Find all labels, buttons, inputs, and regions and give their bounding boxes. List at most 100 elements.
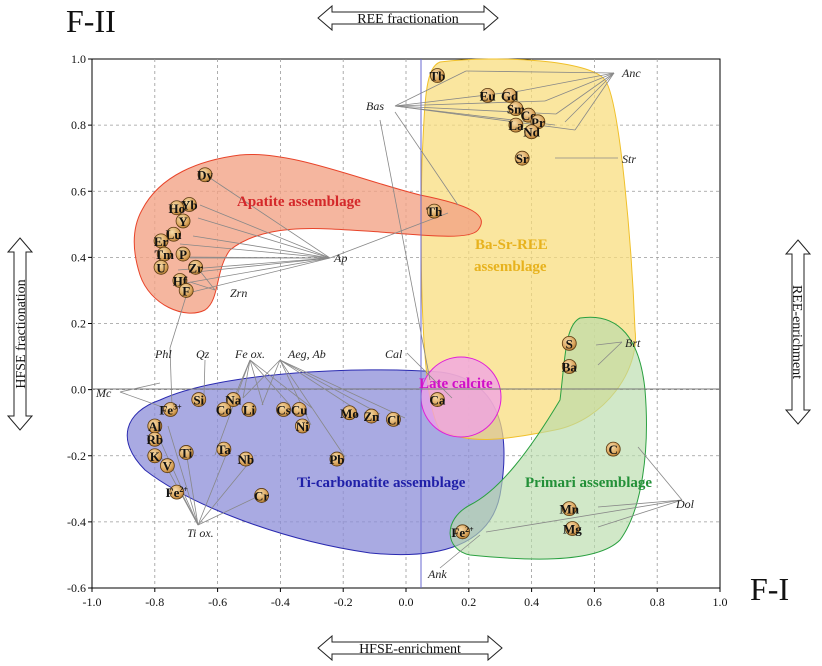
point-marker [197,167,213,183]
mineral-aeg-ab: Aeg, Ab [287,347,326,361]
point-label: Cl [387,412,400,427]
arrow-left-label: HFSE fractionation [14,279,29,388]
point-label: Y [178,214,188,229]
point-marker [276,402,291,417]
mineral-cal: Cal [385,347,403,361]
mineral-phl: Phl [154,347,172,361]
point-marker [188,259,204,275]
point-marker [225,392,241,407]
point-label: Ni [296,419,309,434]
point-marker [178,283,194,298]
point-marker [561,359,577,374]
point-marker [524,124,539,140]
point-label: Zr [188,260,203,275]
point-marker [508,101,524,116]
point-label: Th [426,204,443,219]
label-late-calcite: Late calcite [419,376,493,392]
point-marker [178,445,194,460]
mineral-fe-ox: Fe ox. [234,347,265,361]
x-tick-label: 1.0 [713,595,728,609]
y-tick-label: -0.6 [67,581,86,595]
point-label: Yb [181,197,198,212]
point-marker [426,203,442,219]
point-label: Al [148,419,161,434]
mineral-ti-ox: Ti ox. [187,526,214,540]
point-label: Ba [562,359,578,374]
arrow-right: REE-enrichment [784,239,812,425]
label-apatite-assemblage: Apatite assemblage [237,194,361,210]
y-tick-label: 0.8 [71,118,86,132]
point-marker [216,402,232,417]
point-label: Ta [217,442,231,457]
point-marker [508,117,524,133]
leader-lines [119,70,683,569]
label-ba-sr-ree-1: Ba-Sr-REE [475,237,548,253]
point-label: Cr [254,488,269,503]
x-tick-label: 0.4 [524,595,539,609]
point-label: Tb [429,69,445,84]
mineral-bas: Bas [366,99,384,113]
point-marker [565,521,580,536]
point-marker [191,392,207,407]
point-marker [342,405,357,421]
point-label: S [566,336,573,351]
point-marker [147,431,163,447]
point-label: Pb [329,452,344,467]
point-label: Mn [560,502,580,517]
point-marker [169,200,185,216]
point-marker [291,402,307,417]
arrow-bottom-label: HFSE-enrichment [359,642,461,657]
x-tick-label: -0.4 [271,595,290,609]
point-marker [294,418,310,434]
point-marker [254,488,269,503]
arrow-left: HFSE fractionation [6,237,34,431]
point-marker [605,441,621,457]
point-marker [169,484,185,500]
point-marker [364,408,379,424]
point-marker [175,213,191,229]
point-label: Ca [429,393,445,408]
point-label: V [163,459,173,474]
point-label: Cs [276,402,290,417]
mineral-ank: Ank [427,567,447,581]
point-label: Fe2+ [166,485,189,500]
point-marker [329,451,345,467]
mineral-qz: Qz [196,347,210,361]
mineral-anc: Anc [621,66,641,80]
point-marker [561,501,577,517]
label-primari-assemblage: Primari assemblage [525,475,652,491]
point-marker [429,68,445,83]
x-tick-label: 0.2 [461,595,476,609]
point-label: C [609,442,618,457]
point-label: Li [243,402,256,417]
point-marker [480,87,496,103]
arrow-right-label: REE-enrichment [789,285,804,379]
x-tick-label: 0.0 [399,595,414,609]
y-tick-label: -0.2 [67,449,86,463]
x-tick-label: -0.6 [208,595,227,609]
point-label: Gd [501,88,519,103]
point-label: K [150,449,161,464]
mineral-zrn: Zrn [230,286,247,300]
point-marker [561,335,577,351]
point-label: Er [154,234,169,249]
point-label: Na [225,393,241,408]
mineral-mc: Mc [95,386,112,400]
point-marker [147,448,163,464]
point-label: Eu [480,88,496,103]
point-label: Zn [364,409,381,424]
point-marker [153,259,169,275]
point-marker [502,87,518,103]
point-label: Si [193,393,204,408]
point-label: Mo [340,406,359,421]
arrow-top: REE fractionation [317,4,499,32]
point-label: La [508,118,524,133]
point-label: Sm [507,102,525,117]
y-tick-label: 0.6 [71,184,86,198]
point-marker [238,451,254,467]
x-tick-label: -0.2 [334,595,353,609]
point-label: U [156,260,166,275]
point-label: Lu [166,227,182,242]
